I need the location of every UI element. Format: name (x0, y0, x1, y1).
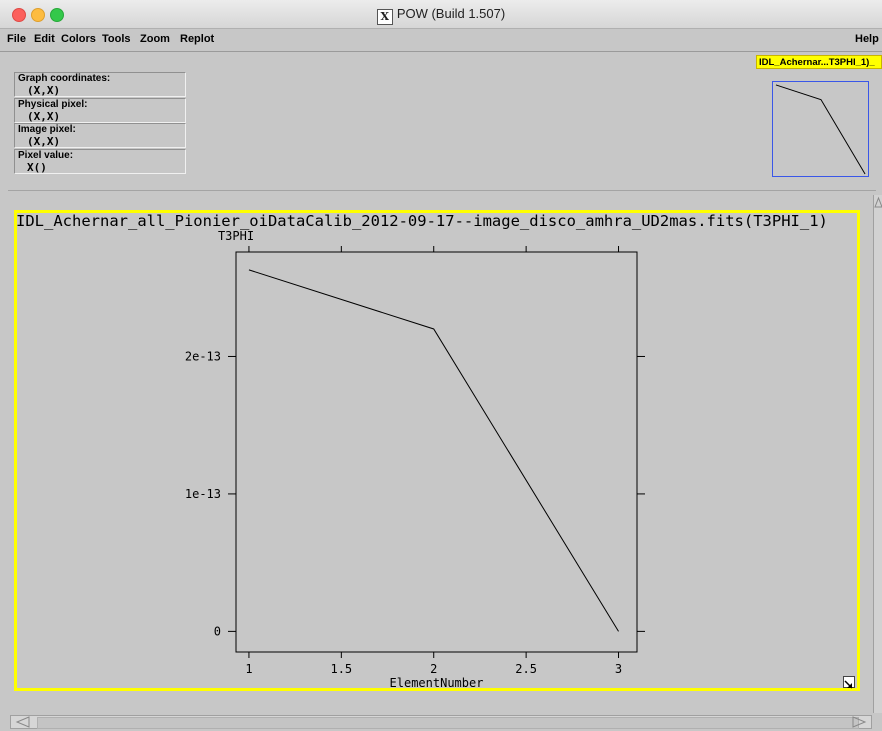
physical-pixel-box: Physical pixel: (X,X) (14, 98, 186, 123)
minimize-window-button[interactable] (31, 8, 45, 22)
graph-title: IDL_Achernar_all_Pionier_oiDataCalib_201… (16, 212, 828, 230)
image-pixel-label: Image pixel: (18, 124, 76, 135)
x11-icon: X (376, 9, 393, 25)
graph-selection-frame[interactable] (14, 210, 860, 691)
graph-tag[interactable]: IDL_Achernar...T3PHI_1)_ (756, 55, 882, 69)
section-divider (8, 190, 876, 191)
graph-thumbnail[interactable] (772, 81, 869, 177)
menubar: File Edit Colors Tools Zoom Replot Help (0, 29, 882, 51)
thumbnail-line (775, 84, 866, 175)
physical-pixel-label: Physical pixel: (18, 99, 88, 110)
resize-arrow-icon (844, 680, 853, 689)
menu-help[interactable]: Help (855, 33, 879, 45)
physical-pixel-value: (X,X) (27, 110, 61, 123)
menu-file[interactable]: File (7, 33, 26, 45)
window-titlebar: X POW (Build 1.507) (0, 0, 882, 29)
scroll-left-arrow-icon[interactable] (13, 716, 33, 728)
window-title-wrap: X POW (Build 1.507) (0, 6, 882, 25)
menu-edit[interactable]: Edit (34, 33, 55, 45)
menu-zoom[interactable]: Zoom (140, 33, 170, 45)
menu-tools[interactable]: Tools (102, 33, 131, 45)
graph-coordinates-box: Graph coordinates: (X,X) (14, 72, 186, 97)
horizontal-scroll-thumb[interactable] (37, 717, 859, 729)
pixel-value-label: Pixel value: (18, 150, 74, 161)
pixel-value-value: X() (27, 161, 47, 174)
resize-icon[interactable] (843, 676, 855, 689)
pixel-value-box: Pixel value: X() (14, 149, 186, 174)
window-title: POW (Build 1.507) (396, 6, 506, 21)
scroll-up-arrow-icon[interactable] (874, 195, 882, 209)
close-window-button[interactable] (12, 8, 26, 22)
image-pixel-box: Image pixel: (X,X) (14, 123, 186, 148)
graph-coordinates-label: Graph coordinates: (18, 73, 111, 84)
scroll-right-arrow-icon[interactable] (849, 716, 869, 728)
menu-colors[interactable]: Colors (61, 33, 96, 45)
vertical-scrollbar[interactable] (873, 195, 882, 713)
graph-coordinates-value: (X,X) (27, 84, 61, 97)
menu-replot[interactable]: Replot (180, 33, 215, 45)
image-pixel-value: (X,X) (27, 135, 61, 148)
maximize-window-button[interactable] (50, 8, 64, 22)
horizontal-scrollbar[interactable] (10, 715, 872, 729)
menu-separator (0, 51, 882, 52)
